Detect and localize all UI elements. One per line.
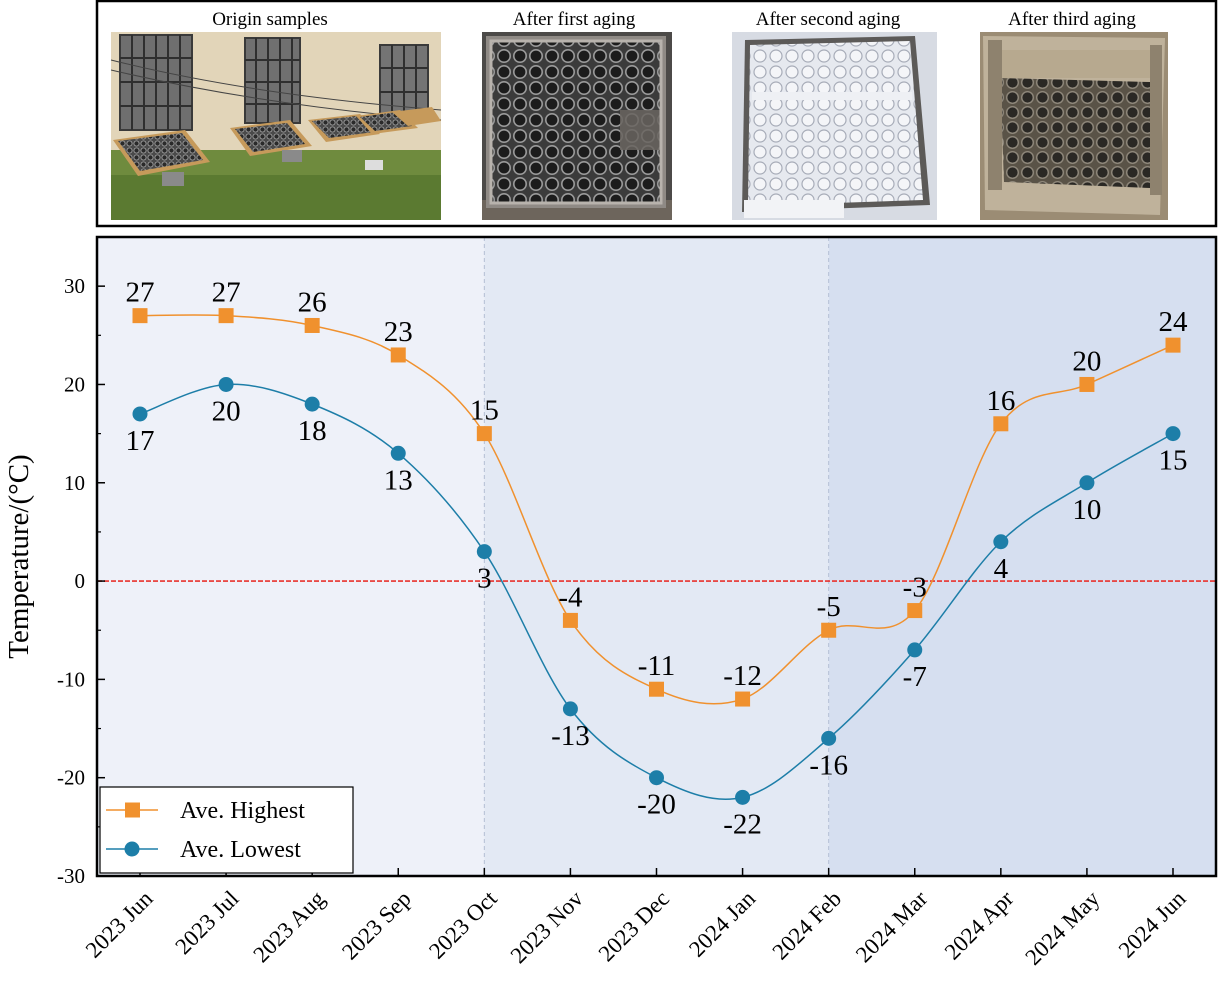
x-tick-label: 2023 Jun (81, 886, 158, 963)
data-label: 27 (126, 277, 155, 309)
marker-lowest (476, 544, 492, 560)
y-tick-label: 30 (64, 274, 85, 298)
x-tick-label: 2023 Sep (337, 886, 416, 965)
photo-after-second-aging (732, 32, 937, 220)
x-tick-label: 2024 Mar (851, 886, 933, 968)
legend-label: Ave. Highest (180, 798, 305, 824)
photo-after-first-aging (482, 32, 672, 220)
photo-caption-second: After second aging (756, 9, 901, 30)
data-label: 17 (126, 425, 155, 457)
data-label: 16 (986, 385, 1015, 417)
marker-highest (304, 317, 320, 333)
legend-box (99, 786, 354, 874)
data-label: 27 (212, 277, 241, 309)
data-label: -13 (551, 720, 590, 752)
data-label: 20 (212, 395, 241, 427)
data-label: -3 (903, 572, 927, 604)
data-label: 18 (298, 415, 327, 447)
marker-highest (1165, 337, 1181, 353)
marker-lowest (1165, 426, 1181, 442)
legend-marker (124, 841, 140, 857)
y-tick-label: -20 (57, 766, 85, 790)
y-tick-label: 10 (64, 471, 85, 495)
data-label: -7 (903, 661, 927, 693)
data-label: -22 (723, 808, 762, 840)
data-label: -5 (817, 591, 841, 623)
marker-lowest (821, 730, 837, 746)
marker-highest (993, 416, 1009, 432)
x-tick-label: 2023 Dec (594, 886, 674, 966)
background-band (828, 237, 1216, 876)
data-label: 10 (1072, 494, 1101, 526)
marker-lowest (735, 789, 751, 805)
marker-lowest (218, 376, 234, 392)
marker-highest (562, 612, 578, 628)
data-label: -11 (638, 650, 676, 682)
x-tick-label: 2024 Feb (768, 886, 847, 965)
marker-lowest (132, 406, 148, 422)
marker-highest (907, 603, 923, 619)
data-label: 23 (384, 316, 413, 348)
legend-marker (125, 802, 140, 818)
data-label: -20 (637, 789, 676, 821)
marker-highest (735, 691, 751, 707)
marker-highest (1079, 376, 1095, 392)
x-tick-label: 2024 Jan (684, 886, 760, 962)
marker-lowest (907, 642, 923, 658)
x-tick-label: 2023 Jul (170, 886, 243, 959)
background-band (97, 237, 485, 876)
marker-highest (132, 308, 148, 324)
photo-after-third-aging (980, 32, 1168, 220)
x-tick-label: 2023 Nov (506, 886, 589, 969)
data-label: 4 (994, 553, 1009, 585)
marker-highest (649, 681, 664, 697)
marker-highest (218, 308, 234, 324)
data-label: 26 (298, 286, 327, 318)
y-axis-label: Temperature/(°C) (3, 454, 35, 658)
x-tick-label: 2024 Jun (1114, 886, 1191, 963)
marker-highest (476, 426, 492, 442)
marker-lowest (993, 534, 1009, 550)
marker-lowest (390, 445, 406, 461)
legend-label: Ave. Lowest (180, 837, 301, 863)
marker-lowest (304, 396, 320, 412)
photo-caption-first: After first aging (513, 9, 636, 30)
data-label: -4 (558, 581, 583, 613)
data-label: 3 (477, 563, 492, 595)
marker-lowest (562, 701, 578, 717)
x-tick-label: 2023 Aug (248, 886, 330, 968)
marker-highest (821, 622, 837, 638)
y-tick-label: -30 (57, 864, 85, 888)
marker-highest (390, 347, 406, 363)
data-label: 20 (1072, 345, 1101, 377)
y-tick-label: 0 (75, 569, 86, 593)
photo-origin-samples (110, 32, 442, 220)
data-label: 24 (1159, 306, 1189, 338)
data-label: -12 (723, 660, 762, 692)
y-tick-label: 20 (64, 372, 85, 396)
x-tick-label: 2023 Oct (424, 885, 502, 963)
photo-caption-origin: Origin samples (212, 9, 328, 30)
x-tick-label: 2024 May (1020, 886, 1104, 970)
marker-lowest (1079, 475, 1095, 491)
data-label: 15 (1159, 445, 1188, 477)
x-tick-label: 2024 Apr (940, 886, 1019, 965)
photo-strip: Origin samples After first aging After s… (95, 0, 1218, 228)
data-label: 13 (384, 464, 413, 496)
background-band (484, 237, 829, 876)
photo-caption-third: After third aging (1008, 9, 1136, 30)
data-label: -16 (809, 749, 848, 781)
y-tick-label: -10 (57, 667, 85, 691)
data-label: 15 (470, 395, 499, 427)
marker-lowest (649, 770, 664, 786)
